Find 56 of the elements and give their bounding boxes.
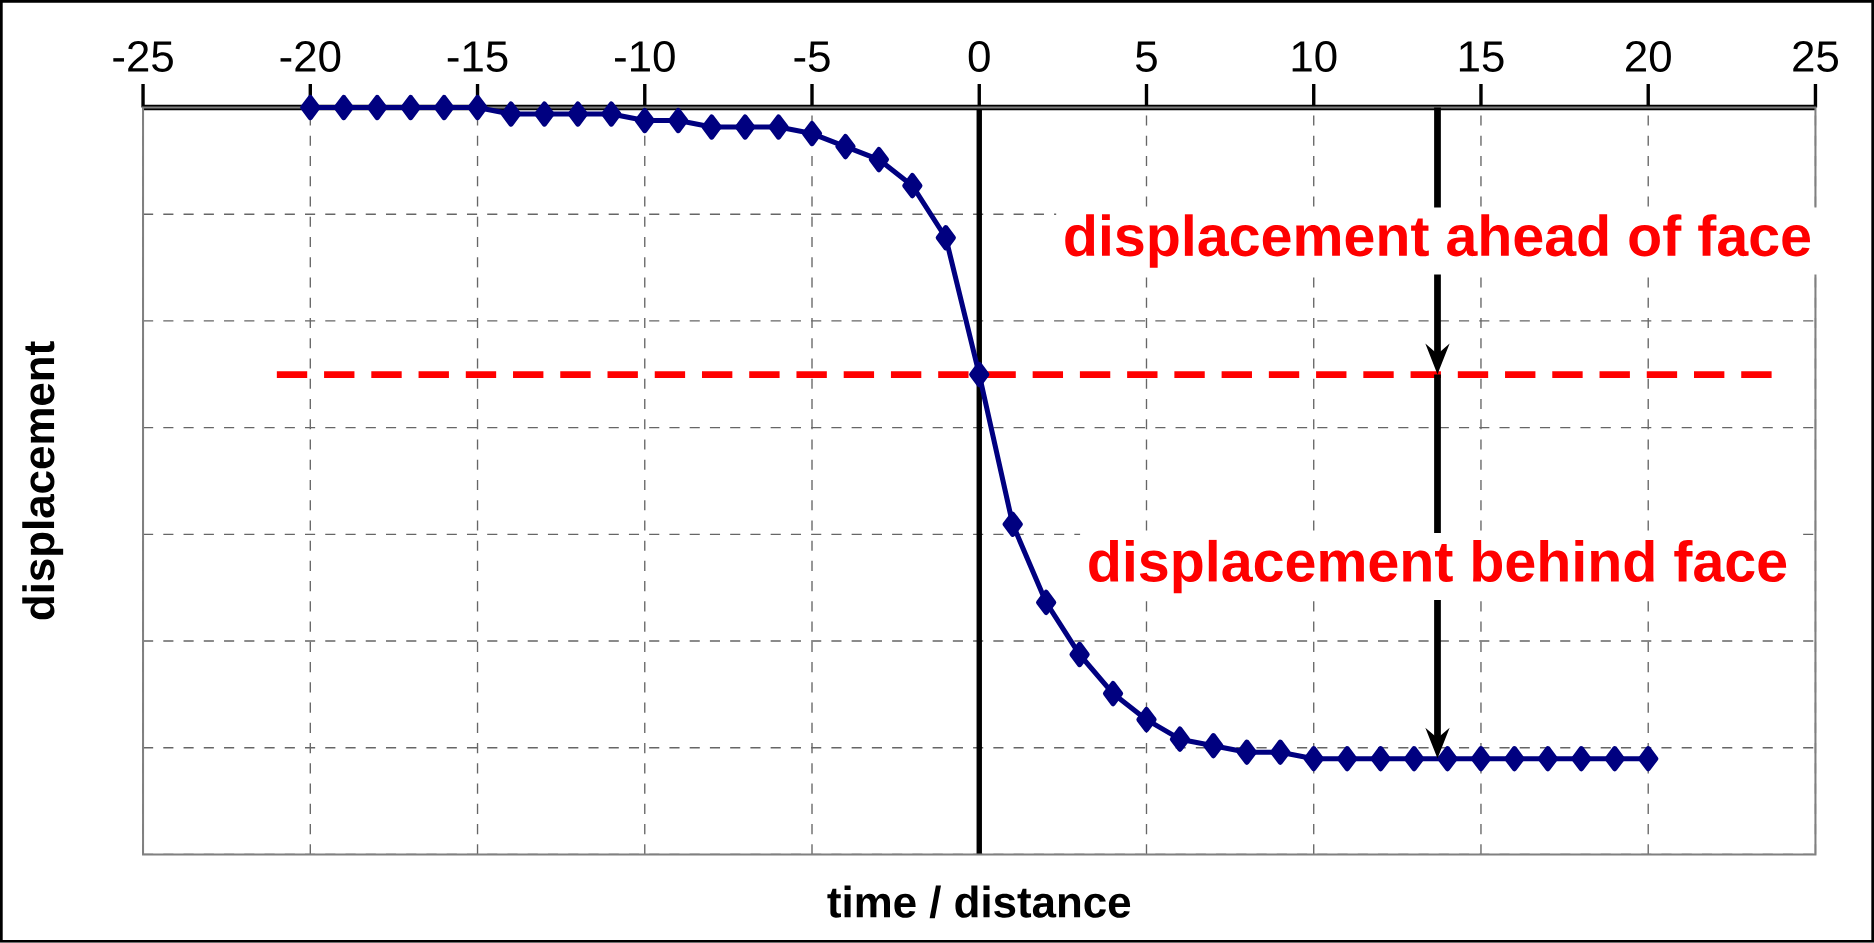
point — [467, 94, 488, 121]
point — [1571, 746, 1592, 772]
x-axis-title: time / distance — [827, 885, 1131, 919]
x-tick-label: 25 — [1793, 41, 1838, 73]
point — [567, 101, 588, 127]
point — [1337, 746, 1358, 772]
point — [935, 225, 956, 251]
x-tick-label: -10 — [615, 41, 675, 73]
x-tick-label: -25 — [113, 41, 173, 73]
point — [1437, 746, 1458, 772]
point — [367, 94, 388, 121]
x-tick-label: -15 — [447, 41, 508, 73]
point — [1638, 746, 1659, 772]
point — [1403, 746, 1425, 772]
point — [801, 121, 823, 147]
x-tick-label: 5 — [1136, 41, 1157, 73]
x-tick-label: 15 — [1459, 41, 1504, 73]
x-tick-label: -20 — [280, 41, 341, 73]
point — [668, 108, 689, 134]
point — [1303, 746, 1324, 772]
point — [701, 114, 722, 140]
point — [1203, 733, 1224, 759]
x-tick-label: 0 — [968, 41, 990, 73]
y-axis-title: displacement — [22, 341, 64, 620]
point — [1470, 746, 1492, 772]
point — [969, 361, 990, 388]
point — [601, 101, 622, 127]
point — [835, 134, 856, 160]
point — [500, 101, 522, 127]
point — [1604, 746, 1625, 772]
point — [1102, 681, 1124, 707]
point — [534, 101, 555, 127]
point — [734, 114, 756, 140]
point — [1169, 726, 1191, 752]
point — [1236, 739, 1257, 765]
point — [1504, 746, 1525, 772]
x-tick-label: -5 — [794, 41, 830, 73]
point — [1270, 739, 1291, 765]
point — [300, 94, 321, 121]
point — [1136, 707, 1157, 733]
point — [1036, 589, 1057, 616]
point — [433, 94, 455, 121]
point — [1370, 746, 1391, 772]
annotation: displacement ahead of face — [1065, 214, 1811, 268]
point — [1537, 746, 1558, 772]
x-tick-label: 20 — [1626, 41, 1671, 73]
annotation: displacement behind face — [1089, 540, 1787, 594]
point — [868, 147, 890, 173]
point — [400, 94, 421, 121]
x-tick-label: 10 — [1292, 41, 1337, 73]
point — [1002, 511, 1023, 538]
point — [333, 94, 354, 121]
point — [1069, 641, 1090, 668]
point — [768, 114, 789, 140]
point — [634, 108, 655, 134]
point — [902, 173, 923, 199]
